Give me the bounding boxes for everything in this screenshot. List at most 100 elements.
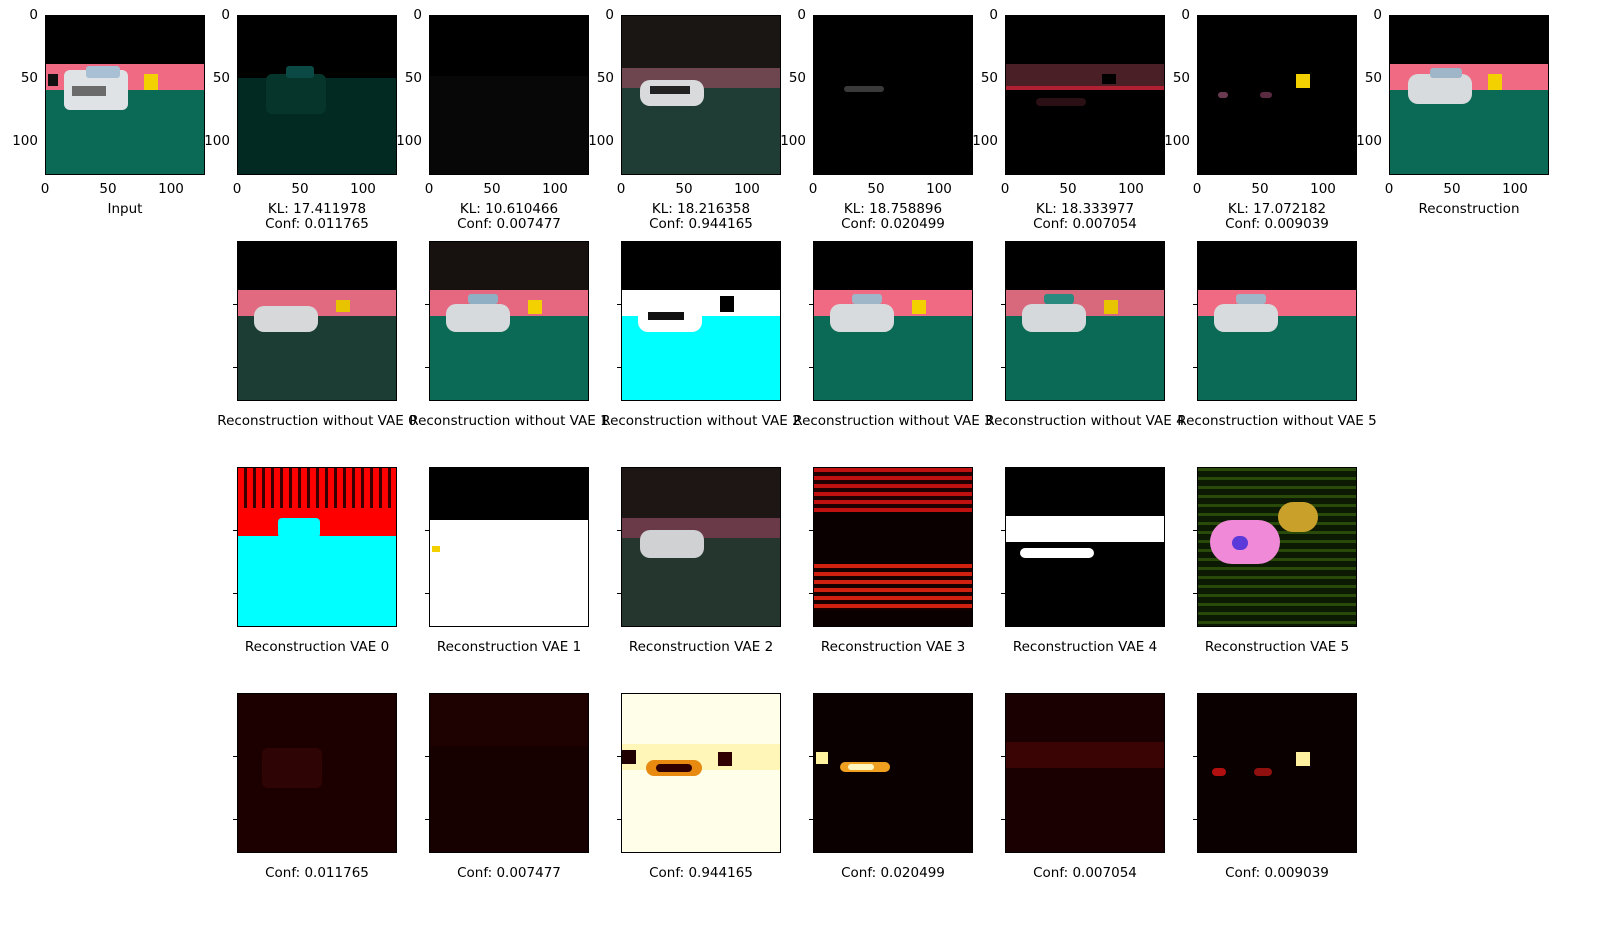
y-tick: 0 [797, 7, 806, 23]
y-tick: 0 [413, 7, 422, 23]
x-tick: 100 [542, 181, 568, 197]
x-tick: 50 [867, 181, 885, 197]
vae-2-attention-image [621, 15, 781, 175]
x-tick: 50 [483, 181, 501, 197]
x-tick: 50 [675, 181, 693, 197]
confidence-map-vae-1-caption: Conf: 0.007477 [457, 865, 561, 881]
x-tick: 0 [424, 181, 434, 197]
reconstruction-vae-0-image [237, 467, 397, 627]
reconstruction-vae-1-caption: Reconstruction VAE 1 [436, 639, 582, 655]
vae-4-attention-image [1005, 15, 1165, 175]
y-tick: 50 [1364, 70, 1382, 86]
input-caption: Input [107, 201, 143, 217]
y-tick: 0 [1181, 7, 1190, 23]
reconstruction-vae-0-caption: Reconstruction VAE 0 [244, 639, 390, 655]
reconstruction-vae-3-caption: Reconstruction VAE 3 [820, 639, 966, 655]
confidence-map-vae-4 [1005, 693, 1165, 853]
vae-5-conf-label: Conf: 0.009039 [1225, 216, 1329, 232]
vae-1-conf-label: Conf: 0.007477 [457, 216, 561, 232]
y-tick: 50 [596, 70, 614, 86]
x-tick: 50 [291, 181, 309, 197]
confidence-map-vae-4-caption: Conf: 0.007054 [1033, 865, 1137, 881]
reconstruction-vae-5-caption: Reconstruction VAE 5 [1204, 639, 1350, 655]
reconstruction-without-vae-4-image [1005, 241, 1165, 401]
confidence-map-vae-2-caption: Conf: 0.944165 [649, 865, 753, 881]
reconstruction-caption: Reconstruction [1418, 201, 1520, 217]
confidence-map-vae-5 [1197, 693, 1357, 853]
vae-4-kl-label: KL: 18.333977 [1035, 201, 1135, 217]
x-tick: 100 [350, 181, 376, 197]
x-tick: 100 [926, 181, 952, 197]
x-tick: 0 [40, 181, 50, 197]
x-tick: 50 [1251, 181, 1269, 197]
reconstruction-without-vae-1-image [429, 241, 589, 401]
confidence-map-vae-0 [237, 693, 397, 853]
reconstruction-without-vae-0-caption: Reconstruction without VAE 0 [217, 413, 417, 429]
y-tick: 0 [1373, 7, 1382, 23]
x-tick: 0 [232, 181, 242, 197]
vae-2-kl-label: KL: 18.216358 [651, 201, 751, 217]
confidence-map-vae-1 [429, 693, 589, 853]
x-tick: 50 [1059, 181, 1077, 197]
y-tick: 0 [221, 7, 230, 23]
confidence-map-vae-3 [813, 693, 973, 853]
x-tick: 0 [616, 181, 626, 197]
vae-5-kl-label: KL: 17.072182 [1227, 201, 1327, 217]
reconstruction-without-vae-3-image [813, 241, 973, 401]
y-tick: 50 [212, 70, 230, 86]
reconstruction-without-vae-2-caption: Reconstruction without VAE 2 [601, 413, 801, 429]
x-tick: 0 [1384, 181, 1394, 197]
vae-3-attention-image [813, 15, 973, 175]
vae-2-conf-label: Conf: 0.944165 [649, 216, 753, 232]
x-tick: 100 [734, 181, 760, 197]
reconstruction-without-vae-5-caption: Reconstruction without VAE 5 [1177, 413, 1377, 429]
reconstruction-without-vae-4-caption: Reconstruction without VAE 4 [985, 413, 1185, 429]
y-tick: 100 [972, 133, 998, 149]
y-tick: 50 [20, 70, 38, 86]
reconstruction-without-vae-2-image [621, 241, 781, 401]
vae-3-conf-label: Conf: 0.020499 [841, 216, 945, 232]
confidence-map-vae-2 [621, 693, 781, 853]
reconstruction-vae-2-caption: Reconstruction VAE 2 [628, 639, 774, 655]
y-tick: 50 [788, 70, 806, 86]
vae-1-attention-image [429, 15, 589, 175]
vae-0-attention-image [237, 15, 397, 175]
y-tick: 50 [1172, 70, 1190, 86]
confidence-map-vae-3-caption: Conf: 0.020499 [841, 865, 945, 881]
vae-0-kl-label: KL: 17.411978 [267, 201, 367, 217]
reconstruction-vae-4-image [1005, 467, 1165, 627]
reconstruction-vae-3-image [813, 467, 973, 627]
vae-4-conf-label: Conf: 0.007054 [1033, 216, 1137, 232]
y-tick: 100 [204, 133, 230, 149]
reconstruction-vae-5-image [1197, 467, 1357, 627]
y-tick: 100 [12, 133, 38, 149]
vae-1-kl-label: KL: 10.610466 [459, 201, 559, 217]
y-tick: 0 [29, 7, 38, 23]
x-tick: 100 [1310, 181, 1336, 197]
vae-0-conf-label: Conf: 0.011765 [265, 216, 369, 232]
reconstruction-without-vae-0-image [237, 241, 397, 401]
y-tick: 50 [404, 70, 422, 86]
reconstruction-image [1389, 15, 1549, 175]
y-tick: 100 [588, 133, 614, 149]
x-tick: 50 [99, 181, 117, 197]
y-tick: 100 [1356, 133, 1382, 149]
y-tick: 100 [396, 133, 422, 149]
y-tick: 100 [780, 133, 806, 149]
x-tick: 100 [1118, 181, 1144, 197]
reconstruction-without-vae-5-image [1197, 241, 1357, 401]
y-tick: 0 [605, 7, 614, 23]
x-tick: 0 [1000, 181, 1010, 197]
vae-3-kl-label: KL: 18.758896 [843, 201, 943, 217]
reconstruction-without-vae-1-caption: Reconstruction without VAE 1 [409, 413, 609, 429]
reconstruction-vae-2-image [621, 467, 781, 627]
reconstruction-vae-4-caption: Reconstruction VAE 4 [1012, 639, 1158, 655]
x-tick: 100 [158, 181, 184, 197]
input-image [45, 15, 205, 175]
reconstruction-without-vae-3-caption: Reconstruction without VAE 3 [793, 413, 993, 429]
x-tick: 0 [808, 181, 818, 197]
confidence-map-vae-0-caption: Conf: 0.011765 [265, 865, 369, 881]
x-tick: 0 [1192, 181, 1202, 197]
x-tick: 50 [1443, 181, 1461, 197]
vae-5-attention-image [1197, 15, 1357, 175]
